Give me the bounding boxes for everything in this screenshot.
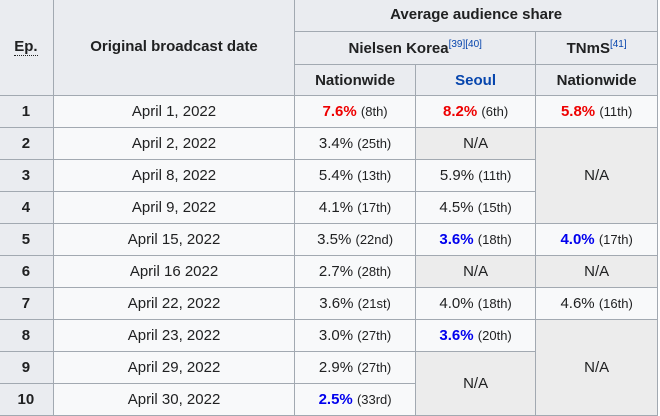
- table-row: 6 April 16 2022 2.7% (28th) N/A N/A: [0, 255, 658, 288]
- table-row: 4 April 9, 2022 4.1% (17th) 4.5% (15th): [0, 191, 658, 224]
- broadcast-date: April 23, 2022: [52, 319, 296, 352]
- nielsen-seoul-cell: 3.6% (20th): [414, 319, 537, 352]
- tnms-nationwide-cell: N/A: [535, 319, 658, 416]
- header-row-2: Nielsen Korea[39][40] TNmS[41]: [0, 31, 658, 65]
- table-row: 8 April 23, 2022 3.0% (27th) 3.6% (20th)…: [0, 319, 658, 416]
- table-row: 3 April 8, 2022 5.4% (13th) 5.9% (11th): [0, 159, 658, 192]
- broadcast-date: April 1, 2022: [52, 95, 296, 128]
- nielsen-nationwide-cell: 4.1% (17th): [294, 191, 416, 224]
- nielsen-nationwide-cell: 2.9% (27th): [294, 351, 416, 384]
- nielsen-nationwide-cell: 7.6% (8th): [294, 95, 416, 128]
- broadcast-date: April 16 2022: [52, 255, 296, 288]
- nielsen-seoul-cell: 5.9% (11th): [414, 159, 537, 192]
- broadcast-date: April 30, 2022: [52, 383, 296, 416]
- table-row: 5 April 15, 2022 3.5% (22nd) 3.6% (18th)…: [0, 223, 658, 256]
- tnms-header[interactable]: TNmS[41]: [535, 31, 658, 65]
- nielsen-refs[interactable]: [39][40]: [448, 38, 482, 50]
- ep-number: 8: [0, 319, 54, 352]
- ep-number: 3: [0, 159, 54, 192]
- nielsen-seoul-header[interactable]: Seoul: [414, 64, 537, 96]
- nielsen-seoul-cell: N/A: [414, 127, 537, 160]
- nielsen-seoul-cell: 4.5% (15th): [414, 191, 537, 224]
- nielsen-seoul-cell: N/A: [414, 255, 537, 288]
- broadcast-date: April 8, 2022: [52, 159, 296, 192]
- ep-header[interactable]: Ep.: [0, 0, 54, 96]
- nielsen-seoul-cell: 3.6% (18th): [414, 223, 537, 256]
- header-row-1: Ep. Original broadcast date Average audi…: [0, 0, 658, 96]
- table-row: 9 April 29, 2022 2.9% (27th) N/A: [0, 351, 658, 416]
- nielsen-header[interactable]: Nielsen Korea[39][40]: [294, 31, 537, 65]
- table-row: 2 April 2, 2022 3.4% (25th) N/A N/A: [0, 127, 658, 224]
- nielsen-nationwide-cell: 3.0% (27th): [294, 319, 416, 352]
- nielsen-seoul-cell: 4.0% (18th): [414, 287, 537, 320]
- broadcast-date: April 9, 2022: [52, 191, 296, 224]
- tnms-nationwide-cell: 5.8% (11th): [535, 95, 658, 128]
- ep-number: 4: [0, 191, 54, 224]
- table-row: 10 April 30, 2022 2.5% (33rd): [0, 383, 658, 416]
- header-row-3: Nationwide Seoul Nationwide: [0, 64, 658, 96]
- nielsen-nationwide-cell: 2.7% (28th): [294, 255, 416, 288]
- nielsen-seoul-cell: 8.2% (6th): [414, 95, 537, 128]
- tnms-nationwide-cell: N/A: [535, 255, 658, 288]
- ep-number: 6: [0, 255, 54, 288]
- ep-number: 9: [0, 351, 54, 384]
- ep-number: 7: [0, 287, 54, 320]
- broadcast-date: April 29, 2022: [52, 351, 296, 384]
- broadcast-date: April 2, 2022: [52, 127, 296, 160]
- nielsen-nationwide-cell: 3.5% (22nd): [294, 223, 416, 256]
- date-header: Original broadcast date: [52, 0, 296, 96]
- tnms-nationwide-cell: 4.0% (17th): [535, 223, 658, 256]
- tnms-nationwide-cell: N/A: [535, 127, 658, 224]
- nielsen-nationwide-cell: 2.5% (33rd): [294, 383, 416, 416]
- nielsen-seoul-cell: N/A: [414, 351, 537, 416]
- tnms-refs[interactable]: [41]: [609, 38, 627, 50]
- ep-number: 2: [0, 127, 54, 160]
- ep-number: 10: [0, 383, 54, 416]
- average-share-header: Average audience share: [294, 0, 658, 32]
- nielsen-nationwide-cell: 3.4% (25th): [294, 127, 416, 160]
- nielsen-nationwide-cell: 3.6% (21st): [294, 287, 416, 320]
- ep-number: 5: [0, 223, 54, 256]
- table-row: 7 April 22, 2022 3.6% (21st) 4.0% (18th)…: [0, 287, 658, 320]
- nielsen-nationwide-cell: 5.4% (13th): [294, 159, 416, 192]
- broadcast-date: April 15, 2022: [52, 223, 296, 256]
- nielsen-nationwide-header: Nationwide: [294, 64, 416, 96]
- broadcast-date: April 22, 2022: [52, 287, 296, 320]
- ep-number: 1: [0, 95, 54, 128]
- table-row: 1 April 1, 2022 7.6% (8th) 8.2% (6th) 5.…: [0, 95, 658, 128]
- tnms-nationwide-header: Nationwide: [535, 64, 658, 96]
- tnms-nationwide-cell: 4.6% (16th): [535, 287, 658, 320]
